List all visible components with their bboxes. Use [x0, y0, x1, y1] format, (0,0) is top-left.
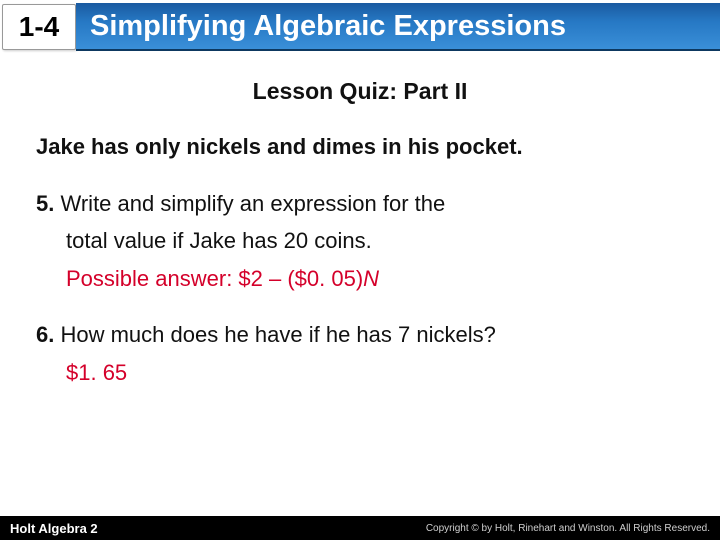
q5-answer: Possible answer: $2 – ($0. 05)N	[36, 263, 684, 295]
q5-line2: total value if Jake has 20 coins.	[36, 225, 684, 257]
section-number: 1-4	[19, 11, 59, 43]
footer-brand: Holt Algebra 2	[10, 521, 98, 536]
q5-number: 5.	[36, 191, 54, 216]
q5-answer-variable: N	[363, 266, 379, 291]
section-number-box: 1-4	[2, 4, 76, 50]
question-5: 5. Write and simplify an expression for …	[36, 188, 684, 220]
title-bar: Simplifying Algebraic Expressions	[76, 3, 720, 51]
page-title: Simplifying Algebraic Expressions	[90, 10, 566, 43]
q5-line1: Write and simplify an expression for the	[60, 191, 445, 216]
content-area: Lesson Quiz: Part II Jake has only nicke…	[0, 54, 720, 389]
footer-copyright: Copyright © by Holt, Rinehart and Winsto…	[426, 523, 710, 534]
quiz-heading: Lesson Quiz: Part II	[36, 78, 684, 105]
q5-answer-prefix: Possible answer: $2 – ($0. 05)	[66, 266, 363, 291]
quiz-intro: Jake has only nickels and dimes in his p…	[36, 133, 684, 162]
question-6: 6. How much does he have if he has 7 nic…	[36, 319, 684, 351]
q6-number: 6.	[36, 322, 54, 347]
footer-bar: Holt Algebra 2 Copyright © by Holt, Rine…	[0, 516, 720, 540]
header-bar: 1-4 Simplifying Algebraic Expressions	[0, 0, 720, 54]
q6-answer: $1. 65	[36, 357, 684, 389]
q6-text: How much does he have if he has 7 nickel…	[60, 322, 495, 347]
